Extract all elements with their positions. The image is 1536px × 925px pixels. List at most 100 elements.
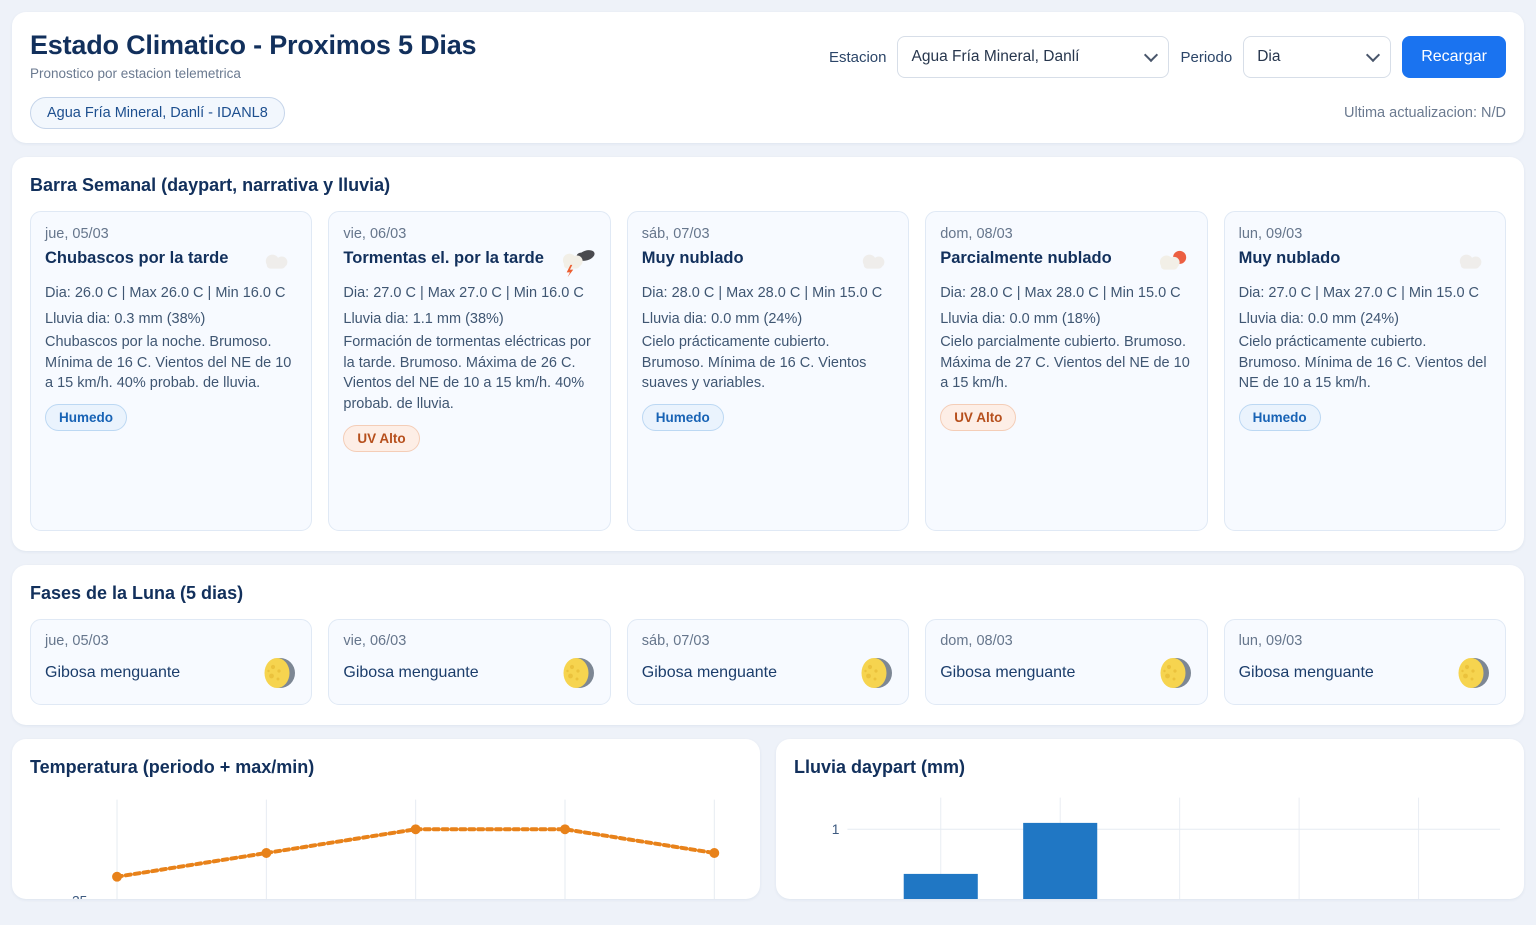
forecast-date: sáb, 07/03 (641, 226, 710, 243)
forecast-narrative: Cielo prácticamente cubierto. Brumoso. M… (641, 334, 867, 392)
moon-card-row: jue, 05/03 Gibosa menguante vie, 06/03 Gibo… (30, 619, 1506, 706)
moon-phase-label: Gibosa menguante (45, 664, 181, 682)
waning-gibbous-moon-icon (1160, 658, 1191, 689)
moon-phase-label: Gibosa menguante (1238, 664, 1374, 682)
forecast-head: Tormentas el. por la tarde (343, 248, 595, 278)
forecast-badges: Humedo (45, 403, 297, 431)
forecast-narrative: Cielo prácticamente cubierto. Brumoso. M… (1238, 334, 1487, 392)
moon-body: Gibosa menguante (343, 656, 595, 690)
status-badge: Humedo (641, 403, 724, 431)
moon-date: vie, 06/03 (343, 633, 407, 650)
forecast-card: vie, 06/03 Tormentas el. por la tarde Dia:… (328, 211, 611, 532)
moon-card: dom, 08/03 Gibosa menguante (925, 619, 1208, 706)
forecast-head: Chubascos por la tarde (45, 248, 297, 278)
forecast-date: jue, 05/03 (45, 226, 109, 243)
header-controls: Estacion Agua Fría Mineral, Danlí Period… (829, 28, 1506, 78)
temperature-chart: 25 (30, 793, 742, 900)
forecast-head: Muy nublado (642, 248, 894, 278)
weekbar-panel: Barra Semanal (daypart, narrativa y lluv… (12, 157, 1524, 552)
header-bottom-row: Agua Fría Mineral, Danlí - IDANL8 Ultima… (30, 97, 1506, 130)
waning-gibbous-moon-icon (563, 658, 594, 689)
moon-date: dom, 08/03 (940, 633, 1013, 650)
forecast-card-row: jue, 05/03 Chubascos por la tarde Dia: 26.… (30, 211, 1506, 532)
forecast-temps: Dia: 28.0 C | Max 28.0 C | Min 15.0 C (641, 285, 883, 302)
chevron-down-icon (1366, 47, 1381, 63)
temperature-chart-title: Temperatura (periodo + max/min) (30, 757, 315, 778)
forecast-temps: Dia: 28.0 C | Max 28.0 C | Min 15.0 C (940, 285, 1181, 302)
rain-chart-title: Lluvia daypart (mm) (794, 757, 966, 778)
forecast-badges: UV Alto (940, 403, 1192, 431)
forecast-rain: Lluvia dia: 0.0 mm (18%) (940, 310, 1101, 327)
forecast-card: jue, 05/03 Chubascos por la tarde Dia: 26.… (30, 211, 313, 532)
rain-chart: 1 (794, 793, 1506, 900)
moon-body: Gibosa menguante (45, 656, 297, 690)
temperature-chart-svg: 25 (72, 799, 720, 900)
forecast-badges: Humedo (641, 403, 894, 431)
partly-cloudy-icon (1159, 250, 1186, 270)
moon-panel: Fases de la Luna (5 dias) jue, 05/03 Gibo… (12, 565, 1524, 726)
periodo-label: Periodo (1180, 48, 1233, 66)
thunderstorm-icon (562, 250, 595, 278)
moon-phase-label: Gibosa menguante (641, 664, 777, 682)
moon-card: jue, 05/03 Gibosa menguante (30, 619, 313, 706)
forecast-narrative: Chubascos por la noche. Brumoso. Mínima … (45, 334, 292, 392)
svg-text:25: 25 (72, 892, 88, 899)
moon-body: Gibosa menguante (940, 656, 1192, 690)
forecast-condition: Muy nublado (641, 249, 744, 268)
moon-body: Gibosa menguante (1239, 656, 1491, 690)
cloud-icon (863, 254, 885, 269)
svg-text:1: 1 (832, 821, 840, 837)
forecast-condition: Tormentas el. por la tarde (343, 249, 544, 268)
waning-gibbous-moon-icon (1458, 658, 1489, 689)
forecast-condition: Muy nublado (1238, 249, 1341, 268)
moon-phase-label: Gibosa menguante (343, 664, 479, 682)
header-top-row: Estado Climatico - Proximos 5 Dias Prono… (30, 28, 1506, 81)
moon-date: sáb, 07/03 (641, 633, 710, 650)
moon-card: lun, 09/03 Gibosa menguante (1223, 619, 1506, 706)
forecast-narrative: Formación de tormentas eléctricas por la… (343, 334, 591, 412)
forecast-head: Parcialmente nublado (940, 248, 1192, 278)
forecast-card: dom, 08/03 Parcialmente nublado Dia: 28.0 … (925, 211, 1208, 532)
status-badge: Humedo (1238, 403, 1321, 431)
page-subtitle: Pronostico por estacion telemetrica (30, 66, 241, 82)
moon-phase-label: Gibosa menguante (940, 664, 1076, 682)
forecast-rain: Lluvia dia: 0.0 mm (24%) (641, 310, 803, 327)
temperature-chart-panel: Temperatura (periodo + max/min) 25 (12, 739, 760, 900)
forecast-temps: Dia: 27.0 C | Max 27.0 C | Min 15.0 C (1238, 285, 1480, 302)
rain-chart-svg: 1 (832, 797, 1501, 900)
station-select[interactable]: Agua Fría Mineral, Danlí (897, 36, 1170, 78)
page-title: Estado Climatico - Proximos 5 Dias (30, 30, 477, 60)
forecast-head: Muy nublado (1239, 248, 1491, 278)
waning-gibbous-moon-icon (861, 658, 893, 689)
status-badge: UV Alto (940, 403, 1017, 431)
last-update-text: Ultima actualizacion: N/D (1344, 105, 1506, 122)
forecast-temps: Dia: 27.0 C | Max 27.0 C | Min 16.0 C (343, 285, 584, 302)
moon-title: Fases de la Luna (5 dias) (30, 583, 244, 604)
forecast-date: dom, 08/03 (940, 226, 1013, 243)
moon-card: sáb, 07/03 Gibosa menguante (626, 619, 910, 706)
forecast-rain: Lluvia dia: 1.1 mm (38%) (343, 310, 504, 327)
forecast-rain: Lluvia dia: 0.3 mm (38%) (45, 310, 206, 327)
charts-row: Temperatura (periodo + max/min) 25 Lluvi… (12, 739, 1524, 900)
status-badge: Humedo (45, 403, 127, 431)
forecast-badges: Humedo (1238, 403, 1491, 431)
station-badge: Agua Fría Mineral, Danlí - IDANL8 (30, 97, 285, 130)
moon-body: Gibosa menguante (642, 656, 894, 690)
title-block: Estado Climatico - Proximos 5 Dias Prono… (30, 28, 477, 82)
moon-date: jue, 05/03 (45, 633, 109, 650)
reload-button[interactable]: Recargar (1402, 36, 1506, 78)
cloud-icon (1459, 254, 1482, 269)
forecast-date: lun, 09/03 (1238, 226, 1303, 243)
waning-gibbous-moon-icon (264, 658, 296, 689)
station-select-value: Agua Fría Mineral, Danlí (911, 48, 1080, 65)
status-badge: UV Alto (343, 424, 420, 452)
forecast-card: sáb, 07/03 Muy nublado Dia: 28.0 C | Max 2… (626, 211, 910, 532)
forecast-temps: Dia: 26.0 C | Max 26.0 C | Min 16.0 C (45, 285, 286, 302)
period-select[interactable]: Dia (1243, 36, 1392, 78)
cloud-icon (266, 254, 288, 269)
forecast-condition: Chubascos por la tarde (45, 249, 229, 268)
forecast-date: vie, 06/03 (343, 226, 407, 243)
weekbar-title: Barra Semanal (daypart, narrativa y lluv… (30, 175, 391, 196)
moon-date: lun, 09/03 (1238, 633, 1303, 650)
chevron-down-icon (1144, 47, 1159, 63)
